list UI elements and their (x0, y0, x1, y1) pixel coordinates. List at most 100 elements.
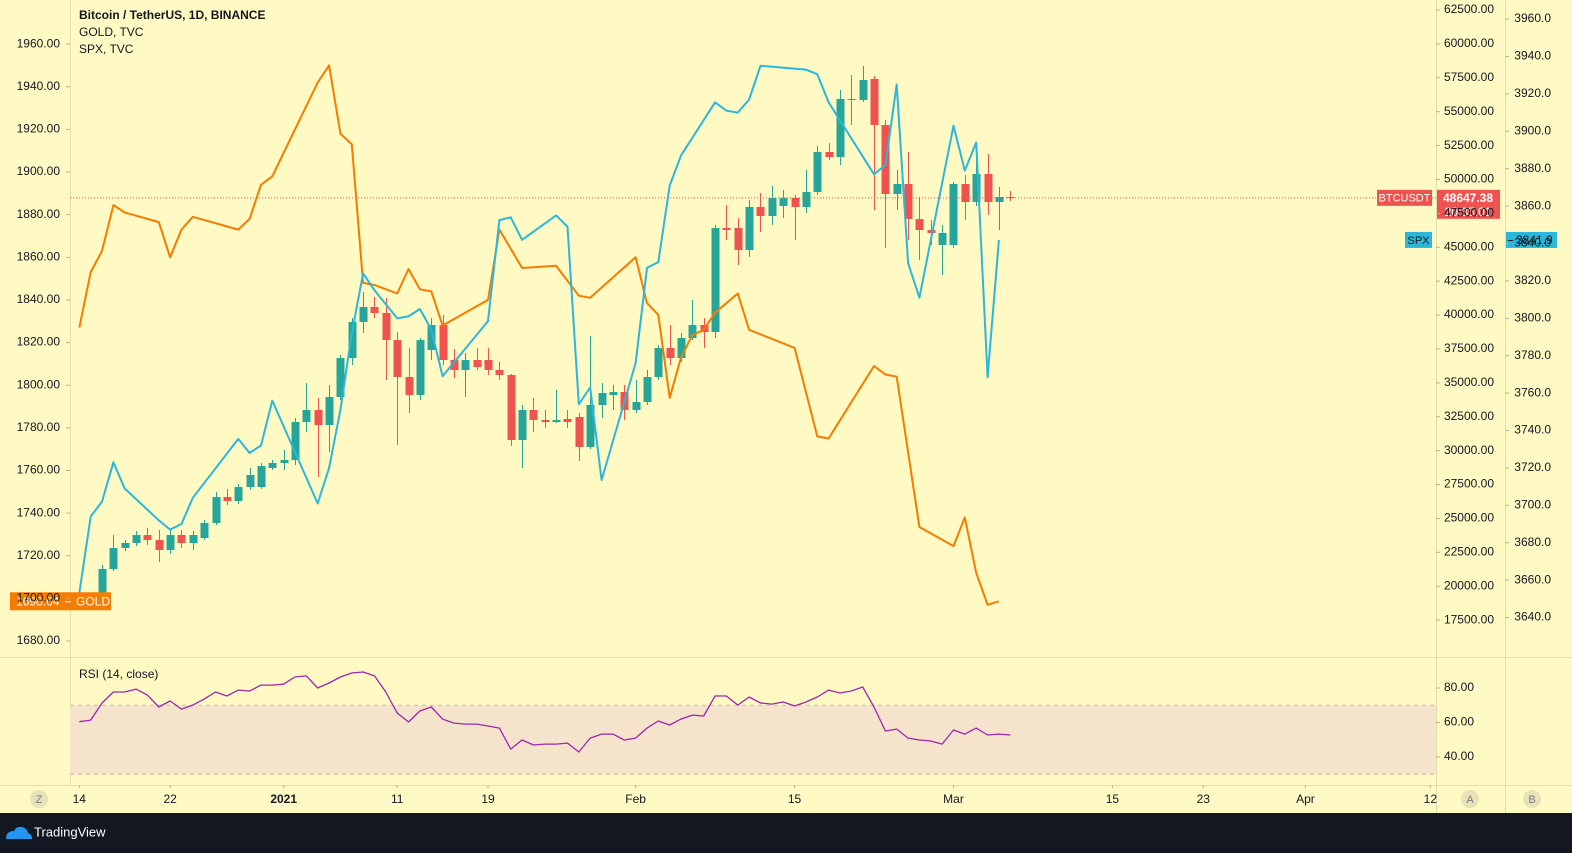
candle-body (302, 410, 311, 423)
candle-body (904, 184, 913, 219)
y-tick-label: 3840.0 (1514, 236, 1551, 250)
countdown: 20:35:01 (1445, 205, 1492, 219)
candle-body (734, 227, 743, 251)
candle-body (177, 535, 186, 544)
price-tag-value: 1698.64 (16, 594, 60, 608)
button-label[interactable]: Z (36, 794, 43, 806)
y-tick-label: 3700.0 (1514, 497, 1551, 511)
y-tick-label: 3960.0 (1514, 11, 1551, 25)
y-tick-label: 3820.0 (1514, 273, 1551, 287)
y-tick-label: 27500.00 (1444, 477, 1494, 491)
candle-body (507, 375, 516, 440)
footer (0, 813, 1572, 853)
y-tick-label: 32500.00 (1444, 409, 1494, 423)
rsi-title: RSI (14, close) (79, 667, 158, 681)
candle-body (109, 547, 118, 569)
candle-body (143, 535, 152, 540)
candle-body (984, 173, 993, 203)
candle-body (257, 466, 266, 488)
button-a[interactable] (1461, 790, 1479, 808)
y-tick-label: 1920.00 (17, 122, 61, 136)
candle-body (98, 568, 107, 594)
candle-body (893, 184, 902, 194)
legend-entry: GOLD, TVC (79, 25, 144, 39)
y-tick-label: 3720.0 (1514, 460, 1551, 474)
series-name: SPX (1407, 235, 1430, 247)
candle-body (938, 233, 947, 245)
y-tick-label: 3900.0 (1514, 123, 1551, 137)
button-z[interactable] (30, 790, 48, 808)
candle-body (756, 206, 765, 216)
y-tick-label: 30000.00 (1444, 443, 1494, 457)
y-tick-label: 1760.00 (17, 463, 61, 477)
candle-body (450, 360, 459, 370)
series-name-tag (1405, 231, 1432, 248)
candle-body (359, 306, 368, 323)
y-tick-label: 1740.00 (17, 505, 61, 519)
rsi-pane (70, 671, 1436, 775)
candle-body (393, 339, 402, 378)
y-tick-label: 3880.0 (1514, 161, 1551, 175)
y-tick-label: 60000.00 (1444, 36, 1494, 50)
candle-body (336, 358, 345, 398)
overlay: Bitcoin / TetherUS, 1D, BINANCE BTCUSDT 48… (10, 8, 1557, 611)
candle-body (768, 197, 777, 216)
x-tick-label: 23 (1197, 792, 1211, 806)
y-tick-label: 3680.0 (1514, 535, 1551, 549)
button-label[interactable]: A (1466, 794, 1474, 806)
candle-body (121, 543, 130, 548)
y-tick-label: 3860.0 (1514, 198, 1551, 212)
candle-body (234, 487, 243, 502)
price-tag (10, 592, 111, 611)
y-tick-label: 80.00 (1444, 680, 1474, 694)
y-tick-label: 1900.00 (17, 164, 61, 178)
candle-body (575, 417, 584, 448)
brand-logo[interactable] (6, 826, 32, 839)
y-tick-label: 1700.00 (17, 591, 61, 605)
candle-body (563, 418, 572, 423)
series-name-tag (1377, 189, 1432, 206)
candle-body (541, 420, 550, 423)
y-tick-label: 40.00 (1444, 749, 1474, 763)
candle-body (927, 230, 936, 234)
candle-body (405, 377, 414, 395)
candle-body (166, 535, 175, 551)
candle-body (189, 535, 198, 544)
x-tick-label: 2021 (270, 792, 297, 806)
y-tick-label: 1940.00 (17, 79, 61, 93)
candle-body (382, 313, 391, 340)
candle-body (779, 197, 788, 207)
button-label[interactable]: B (1528, 794, 1535, 806)
candle-body (291, 422, 300, 461)
candle-body (155, 539, 164, 551)
candle-body (552, 420, 561, 423)
candle-body (586, 405, 595, 448)
button-b[interactable] (1523, 790, 1541, 808)
x-tick-label: Mar (943, 792, 964, 806)
x-tick-label: 15 (788, 792, 802, 806)
candle-body (212, 497, 221, 523)
x-tick-label: 14 (73, 792, 87, 806)
candle-body (484, 360, 493, 370)
candle-body (688, 325, 697, 339)
y-tick-label: 55000.00 (1444, 104, 1494, 118)
brand-name[interactable]: TradingView (34, 824, 106, 839)
legend-entry: SPX, TVC (79, 42, 134, 56)
legend-entry: Bitcoin / TetherUS, 1D, BINANCE (79, 8, 265, 22)
price-tag-value: 3841.9 (1516, 233, 1553, 247)
candle-body (654, 347, 663, 378)
y-tick-label: 60.00 (1444, 715, 1474, 729)
candle-body (348, 322, 357, 359)
main-pane (70, 64, 1436, 606)
y-tick-label: 17500.00 (1444, 612, 1494, 626)
price-tag-value: 48647.38 (1443, 191, 1493, 205)
y-tick-label: 3660.0 (1514, 572, 1551, 586)
y-tick-label: 1780.00 (17, 420, 61, 434)
y-tick-label: 3640.0 (1514, 610, 1551, 624)
y-tick-label: 1800.00 (17, 377, 61, 391)
candle-body (461, 360, 470, 370)
candle-body (518, 410, 527, 440)
candle-body (632, 402, 641, 411)
rsi-band (70, 705, 1436, 775)
